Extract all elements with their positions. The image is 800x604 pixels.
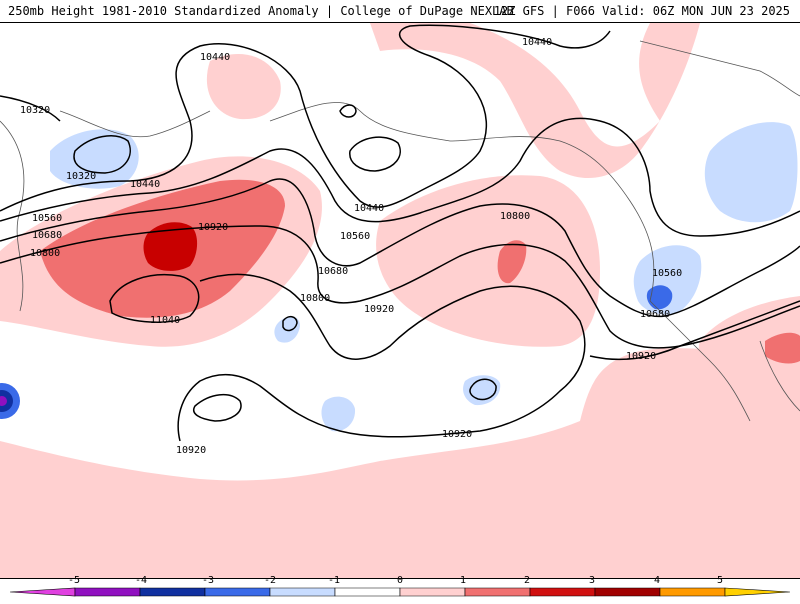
contour-label: 10920 <box>364 304 394 315</box>
contour-10920-west-loop <box>193 394 242 422</box>
contour-label: 10680 <box>318 266 348 277</box>
contour-label: 10920 <box>198 222 228 233</box>
contour-label: 10800 <box>30 248 60 259</box>
coastline-asia <box>0 120 25 312</box>
contour-10920-main <box>177 273 586 442</box>
legend-tick: -1 <box>328 575 340 586</box>
positive-anomaly-north-top <box>370 23 700 179</box>
contour-label: 10920 <box>442 429 472 440</box>
contour-label: 10920 <box>176 445 206 456</box>
coastline-gulf <box>759 340 800 412</box>
legend-tick: 2 <box>524 575 530 586</box>
contour-11040 <box>109 274 200 323</box>
contour-10320-west <box>0 95 61 122</box>
legend-tick: -2 <box>264 575 276 586</box>
anomaly-map: 10320 10320 10440 10440 10440 10440 1056… <box>0 23 800 578</box>
legend-color-bar <box>9 587 791 597</box>
legend-tick: 5 <box>717 575 723 586</box>
contour-label: 11040 <box>150 315 180 326</box>
legend-swatch <box>269 587 336 597</box>
legend-svg: -5 -4 -3 -2 -1 0 1 2 3 4 5 <box>9 575 791 597</box>
contour-closed-hawaii <box>469 378 497 401</box>
positive-anomaly-south-band <box>0 348 800 578</box>
legend-swatch <box>529 587 596 597</box>
contour-labels: 10320 10320 10440 10440 10440 10440 1056… <box>20 37 682 456</box>
coastline-north-america <box>649 300 751 422</box>
legend-tick: -4 <box>135 575 147 586</box>
contour-10560 <box>0 117 800 237</box>
legend-tick: 3 <box>589 575 595 586</box>
legend-swatch <box>204 587 271 597</box>
positive-anomaly-max <box>143 222 198 271</box>
header: 250mb Height 1981-2010 Standardized Anom… <box>0 0 800 22</box>
contour-label: 10560 <box>652 268 682 279</box>
legend-tick: -3 <box>202 575 214 586</box>
negative-anomaly-central-2 <box>321 396 356 432</box>
contour-label: 10680 <box>640 309 670 320</box>
contour-10680 <box>0 178 800 318</box>
legend-ticks: -5 -4 -3 -2 -1 0 1 2 3 4 5 <box>68 575 723 586</box>
contour-10440-loop <box>349 136 401 172</box>
legend-tick: 1 <box>460 575 466 586</box>
contour-label: 10440 <box>522 37 552 48</box>
positive-anomaly-southwest-core <box>765 332 800 364</box>
legend-swatch <box>594 587 661 597</box>
contour-label: 10560 <box>32 213 62 224</box>
legend-swatch <box>399 587 466 597</box>
coastline-kamchatka <box>59 110 211 138</box>
contour-10440-north <box>0 24 611 212</box>
positive-anomaly-north-pacific-spot <box>497 240 527 284</box>
legend-swatch <box>659 587 726 597</box>
contour-label: 10560 <box>340 231 370 242</box>
contour-10920-east <box>589 300 800 361</box>
map-title: 250mb Height 1981-2010 Standardized Anom… <box>8 4 514 18</box>
negative-anomaly-kamchatka <box>50 129 139 189</box>
legend-swatch <box>464 587 531 597</box>
negative-anomaly-west-coast-core <box>646 285 673 310</box>
contour-label: 10440 <box>130 179 160 190</box>
height-contours <box>0 24 800 442</box>
contour-10320-low <box>73 135 131 174</box>
contour-label: 10800 <box>500 211 530 222</box>
negative-anomaly-edge-core <box>0 396 7 406</box>
positive-anomaly-southwest-us <box>698 296 800 421</box>
contour-label: 10440 <box>200 52 230 63</box>
contour-label: 10320 <box>66 171 96 182</box>
contour-closed-central <box>282 315 298 332</box>
contour-label: 10440 <box>354 203 384 214</box>
negative-anomaly-central-1 <box>274 316 300 343</box>
run-info: 12Z GFS | F066 Valid: 06Z MON JUN 23 202… <box>493 4 790 18</box>
legend-swatch <box>334 587 401 597</box>
contour-label: 10920 <box>626 351 656 362</box>
color-legend: -5 -4 -3 -2 -1 0 1 2 3 4 5 <box>0 572 800 600</box>
legend-swatch <box>74 587 141 597</box>
contour-label: 10800 <box>300 293 330 304</box>
legend-tick: -5 <box>68 575 80 586</box>
positive-anomaly-alaska <box>206 53 281 120</box>
map-panel: 10320 10320 10440 10440 10440 10440 1056… <box>0 22 800 579</box>
contour-label: 10680 <box>32 230 62 241</box>
contour-label: 10320 <box>20 105 50 116</box>
anomaly-shading <box>0 23 800 578</box>
legend-swatch <box>9 587 76 597</box>
negative-anomaly-canada <box>704 122 798 223</box>
contour-10440-small <box>339 104 357 118</box>
coastline-arctic <box>639 40 800 97</box>
contour-10800 <box>0 225 800 349</box>
legend-swatch <box>139 587 206 597</box>
legend-swatch <box>724 587 791 597</box>
positive-anomaly-north-pacific <box>376 175 600 347</box>
legend-tick: 0 <box>397 575 403 586</box>
legend-tick: 4 <box>654 575 660 586</box>
